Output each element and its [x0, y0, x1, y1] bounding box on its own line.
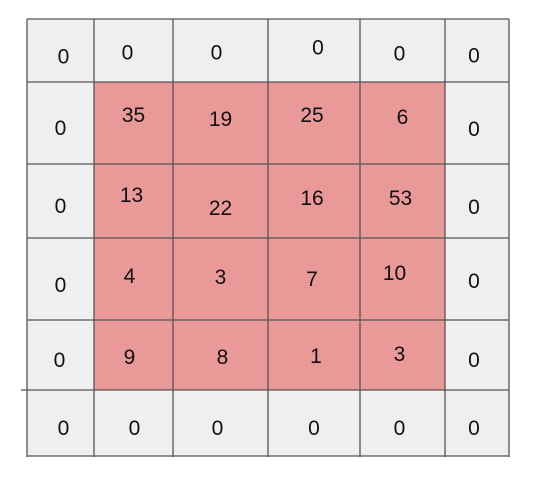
matrix-cell-value: 3 [215, 266, 227, 289]
padding-cell-value: 0 [58, 417, 70, 440]
padding-cell-value: 0 [394, 417, 406, 440]
padding-cell-value: 0 [468, 118, 480, 141]
matrix-cell-value: 10 [383, 262, 406, 285]
padding-cell-value: 0 [211, 42, 223, 65]
matrix-cell-value: 19 [209, 108, 232, 131]
matrix-cell-value: 3 [394, 343, 406, 366]
matrix-cell-value: 13 [120, 184, 143, 207]
padding-cell-value: 0 [468, 270, 480, 293]
grid-lines [21, 18, 510, 457]
matrix-cell-value: 22 [209, 197, 232, 220]
padding-cell-value: 0 [468, 349, 480, 372]
padding-cell-value: 0 [468, 45, 480, 68]
padding-cell-value: 0 [122, 42, 134, 65]
padding-cell-value: 0 [129, 417, 141, 440]
padding-cell-value: 0 [468, 417, 480, 440]
matrix-cell-value: 6 [397, 106, 409, 129]
matrix-cell-value: 8 [217, 346, 229, 369]
matrix-cell-value: 16 [300, 187, 323, 210]
padding-cell-value: 0 [54, 349, 66, 372]
padding-cell-value: 0 [212, 417, 224, 440]
matrix-cell-value: 9 [124, 346, 136, 369]
padding-cell-value: 0 [58, 46, 70, 69]
padding-cell-value: 0 [308, 417, 320, 440]
padding-cell-value: 0 [55, 274, 67, 297]
padding-cell-value: 0 [394, 43, 406, 66]
padding-cell-value: 0 [55, 195, 67, 218]
matrix-cell-value: 53 [389, 187, 412, 210]
matrix-cell-value: 35 [122, 104, 145, 127]
matrix-cell-value: 4 [124, 265, 136, 288]
inner-matrix-background [94, 82, 445, 390]
matrix-cell-value: 7 [306, 268, 318, 291]
padding-cell-value: 0 [468, 196, 480, 219]
matrix-cell-value: 25 [300, 104, 323, 127]
padding-cell-value: 0 [312, 37, 324, 60]
matrix-cell-value: 1 [310, 345, 322, 368]
padding-cell-value: 0 [55, 117, 67, 140]
